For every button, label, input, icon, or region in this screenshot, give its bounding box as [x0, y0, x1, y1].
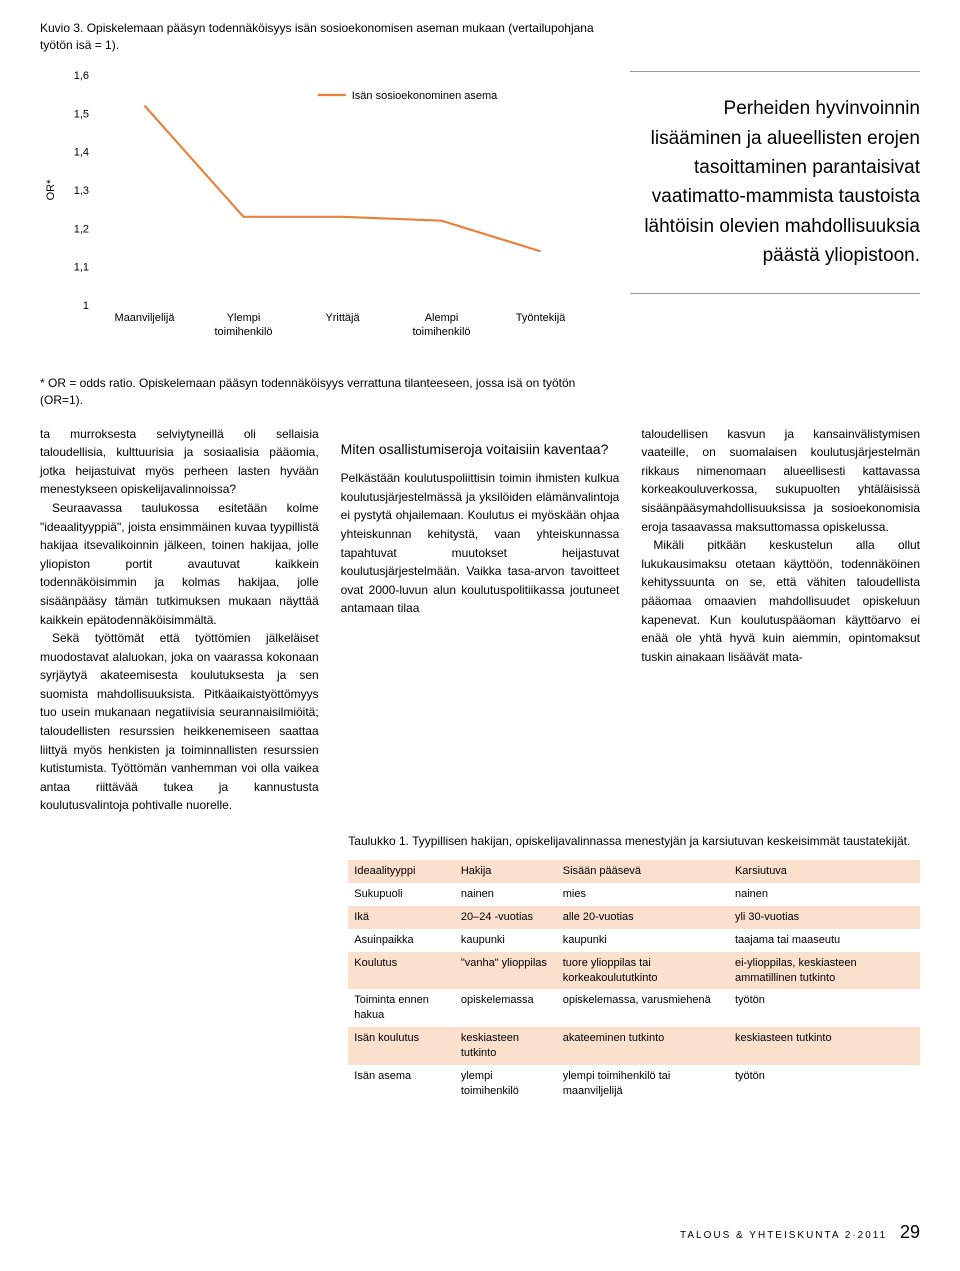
table-cell: kaupunki [557, 929, 729, 952]
svg-text:1,5: 1,5 [74, 108, 89, 120]
page-number: 29 [900, 1222, 920, 1242]
table-cell: nainen [729, 883, 920, 906]
body-text: Sekä työttömät että työttömien jälkeläis… [40, 629, 319, 815]
table-cell: mies [557, 883, 729, 906]
table-row: Isän asemaylempi toimihenkilöylempi toim… [348, 1065, 920, 1103]
svg-text:Työntekijä: Työntekijä [516, 312, 566, 324]
table-cell: ylempi toimihenkilö [455, 1065, 557, 1103]
table-cell: "vanha" ylioppilas [455, 952, 557, 990]
table-cell: taajama tai maaseutu [729, 929, 920, 952]
table-cell: keskiasteen tutkinto [729, 1027, 920, 1065]
table-cell: Toiminta ennen hakua [348, 989, 455, 1027]
info-table: IdeaalityyppiHakijaSisään pääseväKarsiut… [348, 860, 920, 1102]
table-cell: Asuinpaikka [348, 929, 455, 952]
table-cell: Koulutus [348, 952, 455, 990]
column-1: ta murroksesta selviytyneillä oli sellai… [40, 425, 319, 815]
table-cell: Isän asema [348, 1065, 455, 1103]
column-3: taloudellisen kasvun ja kansainvälistymi… [641, 425, 920, 815]
svg-text:1,6: 1,6 [74, 70, 89, 82]
table-cell: Ikä [348, 906, 455, 929]
table-cell: ei-ylioppilas, keskiasteen ammatillinen … [729, 952, 920, 990]
svg-text:1,1: 1,1 [74, 261, 89, 273]
table-row: Isän koulutuskeskiasteen tutkintoakateem… [348, 1027, 920, 1065]
body-text: Mikäli pitkään keskustelun alla ollut lu… [641, 536, 920, 666]
svg-text:Maanviljelijä: Maanviljelijä [115, 312, 176, 324]
svg-text:Alempi: Alempi [425, 312, 459, 324]
table-cell: yli 30-vuotias [729, 906, 920, 929]
chart-caption: Kuvio 3. Opiskelemaan pääsyn todennäköis… [40, 20, 600, 55]
section-heading: Miten osallistumiseroja voitaisiin kaven… [341, 440, 620, 460]
table-row: Asuinpaikkakaupunkikaupunkitaajama tai m… [348, 929, 920, 952]
pullquote: Perheiden hyvinvoinnin lisääminen ja alu… [630, 71, 920, 294]
svg-text:1: 1 [83, 300, 89, 312]
chart-footnote: * OR = odds ratio. Opiskelemaan pääsyn t… [40, 375, 620, 410]
body-text: Pelkästään koulutuspoliittisin toimin ih… [341, 469, 620, 618]
table-cell: tuore ylioppilas tai korkeakoulututkinto [557, 952, 729, 990]
table-header: Hakija [455, 860, 557, 883]
body-text: Seuraavassa taulukossa esitetään kolme "… [40, 499, 319, 629]
svg-text:OR*: OR* [45, 179, 57, 201]
table-cell: Sukupuoli [348, 883, 455, 906]
table-caption: Taulukko 1. Tyypillisen hakijan, opiskel… [348, 833, 920, 850]
table-header: Karsiutuva [729, 860, 920, 883]
table-row: Toiminta ennen hakuaopiskelemassaopiskel… [348, 989, 920, 1027]
body-text: ta murroksesta selviytyneillä oli sellai… [40, 425, 319, 499]
column-2: Miten osallistumiseroja voitaisiin kaven… [341, 425, 620, 815]
table-cell: Isän koulutus [348, 1027, 455, 1065]
table-cell: akateeminen tutkinto [557, 1027, 729, 1065]
body-text: taloudellisen kasvun ja kansainvälistymi… [641, 425, 920, 537]
table-header: Ideaalityyppi [348, 860, 455, 883]
table-cell: ylempi toimihenkilö tai maanviljelijä [557, 1065, 729, 1103]
table-row: Ikä20–24 -vuotiasalle 20-vuotiasyli 30-v… [348, 906, 920, 929]
svg-text:Ylempi: Ylempi [227, 312, 261, 324]
table-header: Sisään pääsevä [557, 860, 729, 883]
table-row: Sukupuolinainenmiesnainen [348, 883, 920, 906]
table-cell: keskiasteen tutkinto [455, 1027, 557, 1065]
table-cell: työtön [729, 989, 920, 1027]
table-row: Koulutus"vanha" ylioppilastuore ylioppil… [348, 952, 920, 990]
svg-text:1,3: 1,3 [74, 185, 89, 197]
table-cell: nainen [455, 883, 557, 906]
table-cell: 20–24 -vuotias [455, 906, 557, 929]
svg-text:1,4: 1,4 [74, 146, 89, 158]
svg-text:toimihenkilö: toimihenkilö [412, 326, 470, 338]
footer-text: TALOUS & YHTEISKUNTA 2·2011 [680, 1230, 887, 1241]
svg-text:Yrittäjä: Yrittäjä [325, 312, 360, 324]
line-chart: 1 1,1 1,2 1,3 1,4 1,5 1,6 OR* Maanviljelijä Ylemp… [40, 65, 600, 345]
table-cell: opiskelemassa, varusmiehenä [557, 989, 729, 1027]
table-cell: työtön [729, 1065, 920, 1103]
svg-text:1,2: 1,2 [74, 223, 89, 235]
table-cell: alle 20-vuotias [557, 906, 729, 929]
svg-text:Isän sosioekonominen asema: Isän sosioekonominen asema [352, 90, 498, 102]
page-footer: TALOUS & YHTEISKUNTA 2·2011 29 [680, 1222, 920, 1243]
svg-text:toimihenkilö: toimihenkilö [214, 326, 272, 338]
table-cell: opiskelemassa [455, 989, 557, 1027]
table-cell: kaupunki [455, 929, 557, 952]
